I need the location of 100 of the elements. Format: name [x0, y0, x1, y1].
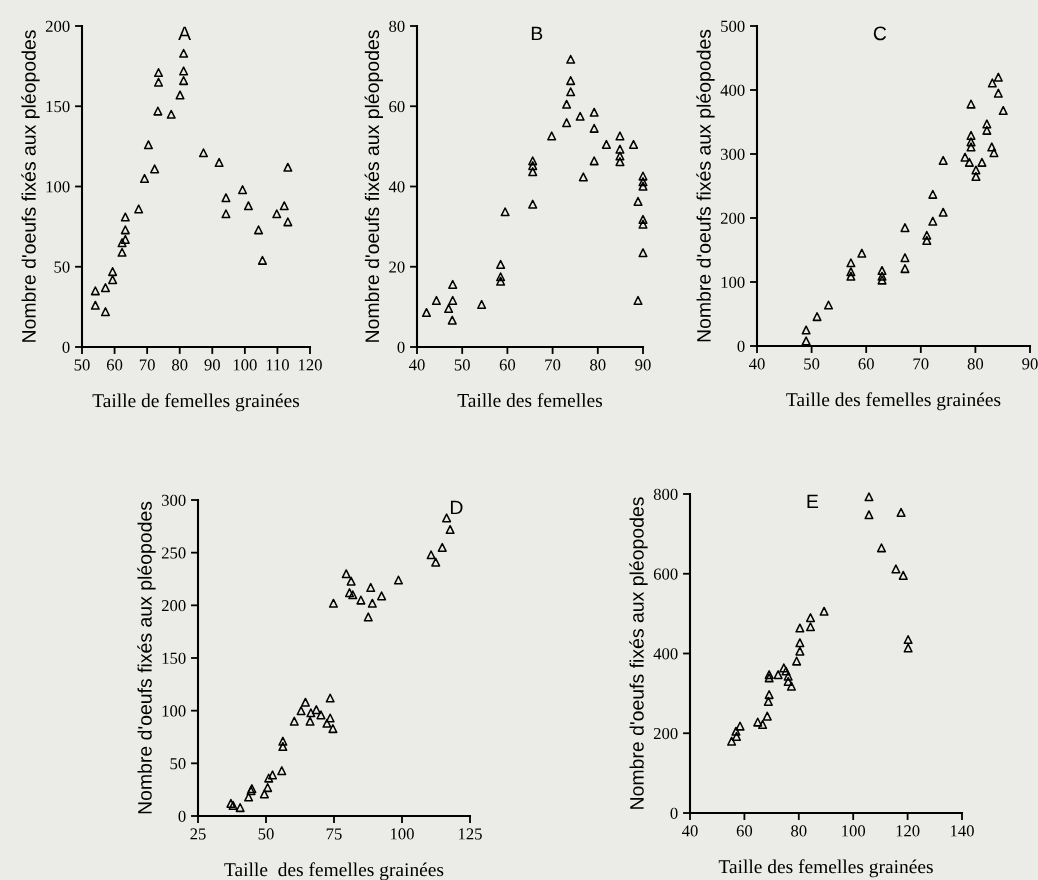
point — [638, 177, 648, 187]
point — [153, 106, 163, 116]
point — [322, 718, 332, 728]
x-tick-label: 60 — [106, 359, 123, 371]
x-axis-title: Taille des femelles — [457, 393, 603, 408]
x-tick-label: 40 — [681, 825, 698, 837]
point — [120, 234, 130, 245]
point — [289, 716, 299, 726]
chart-title: B — [531, 26, 543, 41]
point — [363, 612, 373, 622]
point — [278, 741, 288, 752]
y-tick-label: 50 — [54, 261, 70, 273]
point — [393, 575, 404, 585]
point — [922, 235, 932, 245]
y-axis-title: Nombre d'oeufs fixés aux pléopodes — [137, 501, 156, 814]
point — [638, 214, 648, 224]
point — [773, 670, 783, 680]
point — [633, 295, 643, 306]
point — [528, 199, 538, 209]
point — [267, 770, 278, 780]
point — [857, 248, 867, 258]
point — [846, 258, 856, 268]
point — [283, 217, 293, 227]
point — [758, 719, 768, 730]
point — [792, 656, 802, 666]
point — [179, 76, 189, 86]
y-axis-title: Nombre d'oeufs fixés aux pléopodes — [21, 30, 40, 342]
x-tick-label: 120 — [896, 825, 920, 837]
point — [589, 107, 599, 117]
point — [998, 105, 1008, 116]
y-axis-title: Nombre d'oeufs fixés aux pléopodes — [696, 29, 715, 342]
point — [377, 591, 387, 601]
point — [762, 711, 772, 721]
y-tick-label: 500 — [721, 20, 745, 32]
y-tick-label: 250 — [161, 547, 186, 559]
point — [900, 253, 910, 263]
y-tick-label: 100 — [46, 181, 70, 193]
x-tick-label: 80 — [967, 358, 984, 370]
point — [100, 307, 111, 317]
x-tick-label: 60 — [736, 825, 753, 837]
point — [272, 209, 282, 219]
point — [987, 78, 997, 88]
x-axis-title: Taille des femelles grainées — [718, 859, 933, 878]
point — [566, 54, 576, 64]
point — [989, 148, 999, 158]
point — [846, 271, 856, 281]
x-tick-label: 110 — [266, 359, 289, 371]
point — [442, 513, 452, 523]
x-axis-title: Taille des femelles grainées — [786, 392, 1001, 411]
x-tick-label: 70 — [139, 359, 155, 371]
point — [783, 676, 793, 686]
y-tick-label: 100 — [162, 705, 186, 717]
point — [448, 295, 458, 306]
y-tick-label: 200 — [45, 20, 70, 32]
point — [100, 283, 111, 293]
point — [987, 142, 997, 152]
x-tick-label: 25 — [190, 828, 206, 840]
point — [823, 300, 834, 310]
point — [633, 196, 643, 206]
point — [300, 697, 311, 707]
y-tick-label: 150 — [162, 652, 186, 664]
point — [108, 275, 118, 285]
y-tick-label: 0 — [670, 807, 678, 819]
point — [235, 803, 245, 813]
point — [117, 238, 127, 248]
point — [367, 598, 377, 608]
point — [426, 550, 436, 560]
point — [253, 225, 264, 235]
x-tick-label: 40 — [748, 358, 765, 370]
x-tick-label: 60 — [858, 358, 874, 370]
point — [214, 157, 224, 167]
point — [928, 189, 938, 199]
point — [896, 507, 906, 517]
x-tick-label: 120 — [298, 359, 322, 371]
point — [891, 564, 901, 574]
point — [120, 212, 130, 222]
point — [117, 247, 127, 257]
x-tick-label: 60 — [499, 359, 516, 371]
point — [805, 613, 816, 623]
point — [421, 307, 432, 318]
x-tick-label: 40 — [408, 359, 425, 371]
point — [448, 279, 458, 289]
point — [528, 167, 538, 177]
point — [528, 156, 538, 166]
point — [566, 87, 576, 97]
x-tick-label: 80 — [791, 825, 807, 837]
point — [259, 789, 269, 799]
point — [977, 157, 987, 167]
chart-title: E — [807, 494, 819, 509]
point — [938, 155, 948, 165]
point — [179, 66, 189, 76]
y-tick-label: 50 — [170, 758, 186, 770]
x-tick-label: 70 — [545, 359, 561, 371]
point — [805, 622, 816, 632]
point — [437, 542, 447, 552]
point — [500, 207, 510, 217]
chart-title: A — [178, 26, 192, 41]
point — [90, 300, 100, 310]
point — [328, 724, 338, 734]
point — [928, 216, 938, 226]
